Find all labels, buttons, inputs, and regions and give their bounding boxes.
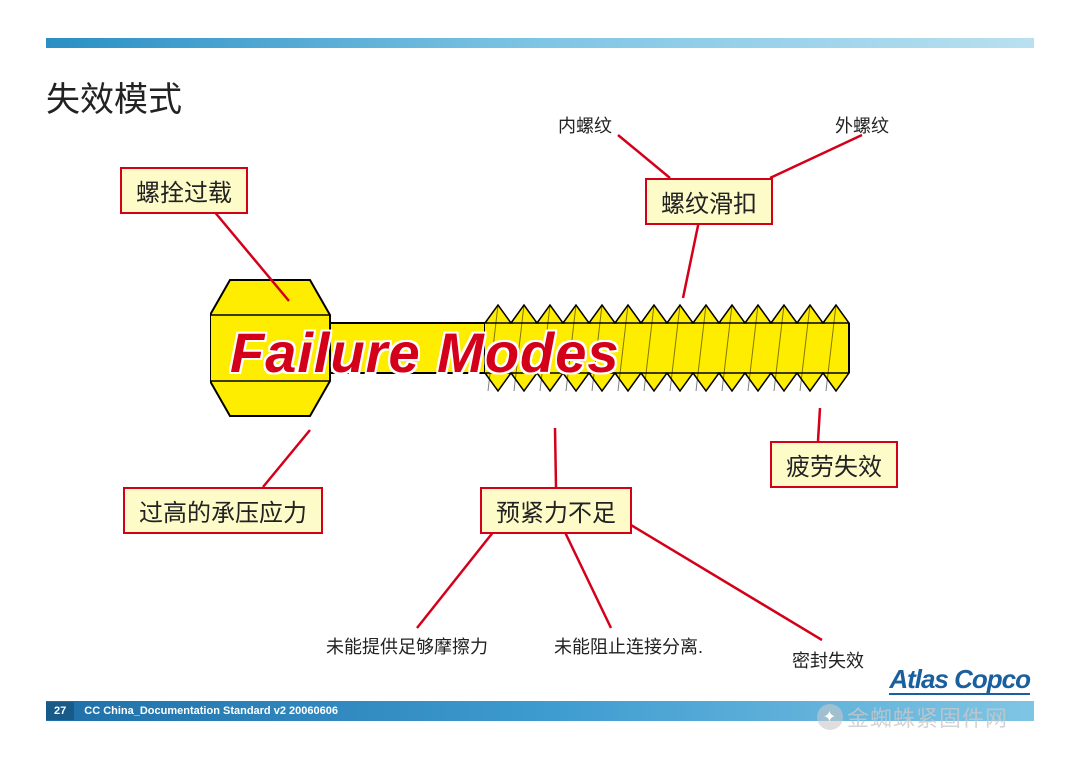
brand-logo: Atlas Copco — [889, 664, 1030, 695]
connector-line — [555, 428, 556, 487]
small-label-seal: 密封失效 — [792, 647, 864, 673]
small-label-friction: 未能提供足够摩擦力 — [326, 633, 488, 659]
connector-line — [417, 526, 498, 628]
page-number: 27 — [46, 702, 74, 720]
connector-line — [562, 526, 611, 628]
brand-logo-text: Atlas Copco — [889, 664, 1030, 694]
connector-line — [770, 135, 862, 178]
connector-line — [616, 516, 822, 640]
watermark: ✦ 金蜘蛛紧固件网 — [817, 701, 1008, 733]
small-label-separation: 未能阻止连接分离. — [554, 633, 703, 659]
small-label-outer_thread: 外螺纹 — [835, 112, 889, 138]
slide-title: 失效模式 — [46, 72, 182, 121]
connector-line — [618, 135, 670, 178]
footer-text: CC China_Documentation Standard v2 20060… — [74, 705, 338, 717]
bolt-central-text: Failure Modes — [230, 320, 620, 385]
small-label-inner_thread: 内螺纹 — [558, 112, 612, 138]
label-top_left: 螺拴过载 — [120, 167, 248, 214]
wechat-icon: ✦ — [817, 704, 843, 730]
watermark-text: 金蜘蛛紧固件网 — [847, 701, 1008, 733]
label-bot_left: 过高的承压应力 — [123, 487, 323, 534]
label-bot_mid: 预紧力不足 — [480, 487, 632, 534]
label-top_right: 螺纹滑扣 — [645, 178, 773, 225]
connector-line — [263, 430, 310, 487]
label-mid_right: 疲劳失效 — [770, 441, 898, 488]
top-accent-bar — [46, 38, 1034, 48]
